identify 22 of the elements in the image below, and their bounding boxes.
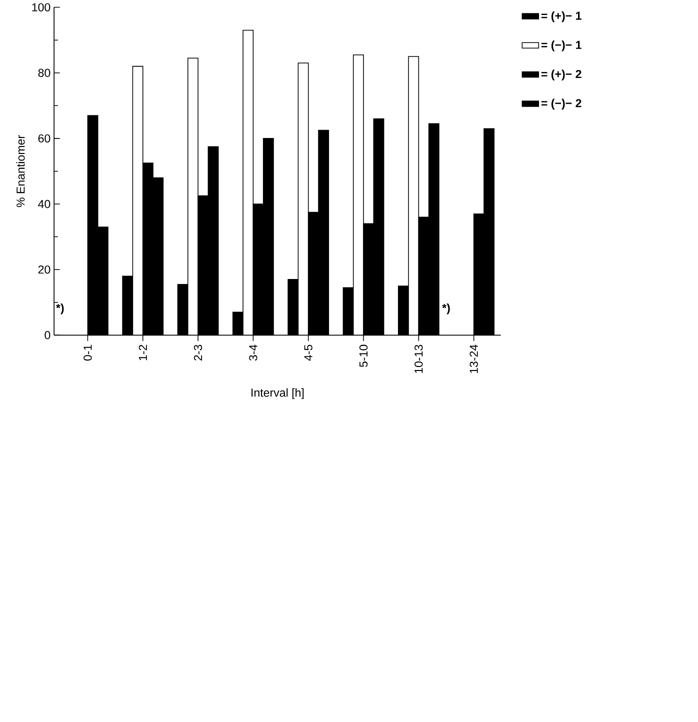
legend-label: = (+)− 1 [541,11,582,22]
annotation: *) [442,304,450,314]
y-axis-title: % Enantiomer [16,135,25,208]
legend-label: = (−)− 2 [541,98,582,110]
x-tick-label: 2-3 [194,344,202,360]
x-axis-title: Interval [h] [251,388,304,400]
x-tick-label: 13-24 [470,344,478,374]
x-tick-label: 1-2 [138,344,147,360]
x-tick-label: 5-10 [359,344,368,368]
x-tick-label: 0-1 [84,344,92,361]
y-tick-label: 100 [32,3,50,12]
y-tick-label: 80 [38,68,50,77]
legend-label: = (+)− 2 [541,70,582,80]
legend-label: = (−)− 1 [541,40,582,52]
x-tick-label: 3-4 [248,344,258,361]
y-tick-label: 0 [44,331,50,340]
annotation: *) [56,304,64,314]
x-tick-label: 10-13 [414,344,423,374]
y-tick-label: 40 [38,200,50,208]
y-tick-label: 60 [38,134,50,143]
x-tick-label: 4-5 [304,344,312,361]
y-tick-label: 20 [38,265,50,274]
